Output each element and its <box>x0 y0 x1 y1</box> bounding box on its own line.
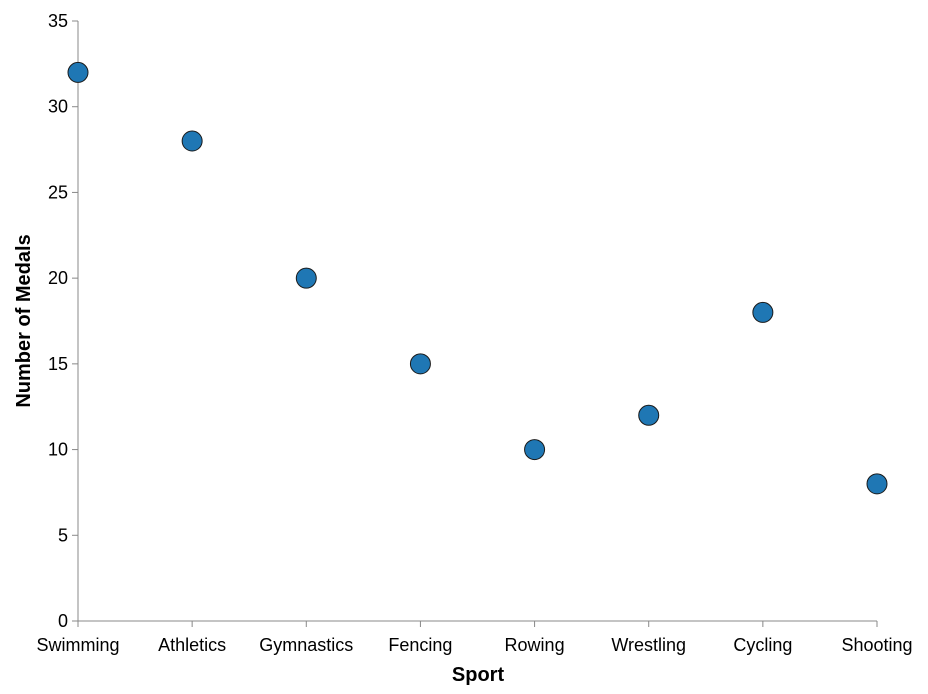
x-tick-label: Swimming <box>36 635 119 655</box>
data-point[interactable] <box>866 473 888 495</box>
y-ticks: 0 5 10 15 20 25 30 35 <box>48 11 78 631</box>
data-point[interactable] <box>181 130 203 152</box>
y-tick-label: 20 <box>48 268 68 288</box>
y-tick-label: 10 <box>48 440 68 460</box>
x-tick-label: Athletics <box>158 635 226 655</box>
y-axis-title: Number of Medals <box>13 234 35 407</box>
x-tick-label: Gymnastics <box>259 635 353 655</box>
x-tick-label: Rowing <box>505 635 565 655</box>
data-point[interactable] <box>638 404 660 426</box>
data-point[interactable] <box>409 353 431 375</box>
x-tick-label: Wrestling <box>611 635 686 655</box>
y-tick-label: 30 <box>48 97 68 117</box>
x-axis-title: Sport <box>452 664 505 686</box>
data-point[interactable] <box>524 439 546 461</box>
x-tick-label: Shooting <box>841 635 912 655</box>
y-axis: 0 5 10 15 20 25 30 35 <box>48 11 79 631</box>
x-axis: Swimming Athletics Gymnastics Fencing Rowing… <box>36 620 913 655</box>
y-tick-label: 0 <box>58 611 68 631</box>
x-tick-label: Cycling <box>733 635 792 655</box>
x-ticks: Swimming Athletics Gymnastics Fencing Rowing… <box>36 621 913 655</box>
y-tick-label: 25 <box>48 182 68 202</box>
data-points <box>67 61 888 495</box>
y-tick-label: 15 <box>48 354 68 374</box>
data-point[interactable] <box>752 301 774 323</box>
x-tick-label: Fencing <box>388 635 452 655</box>
y-tick-label: 5 <box>58 525 68 545</box>
y-tick-label: 35 <box>48 11 68 31</box>
data-point[interactable] <box>67 61 89 83</box>
data-point[interactable] <box>295 267 317 289</box>
